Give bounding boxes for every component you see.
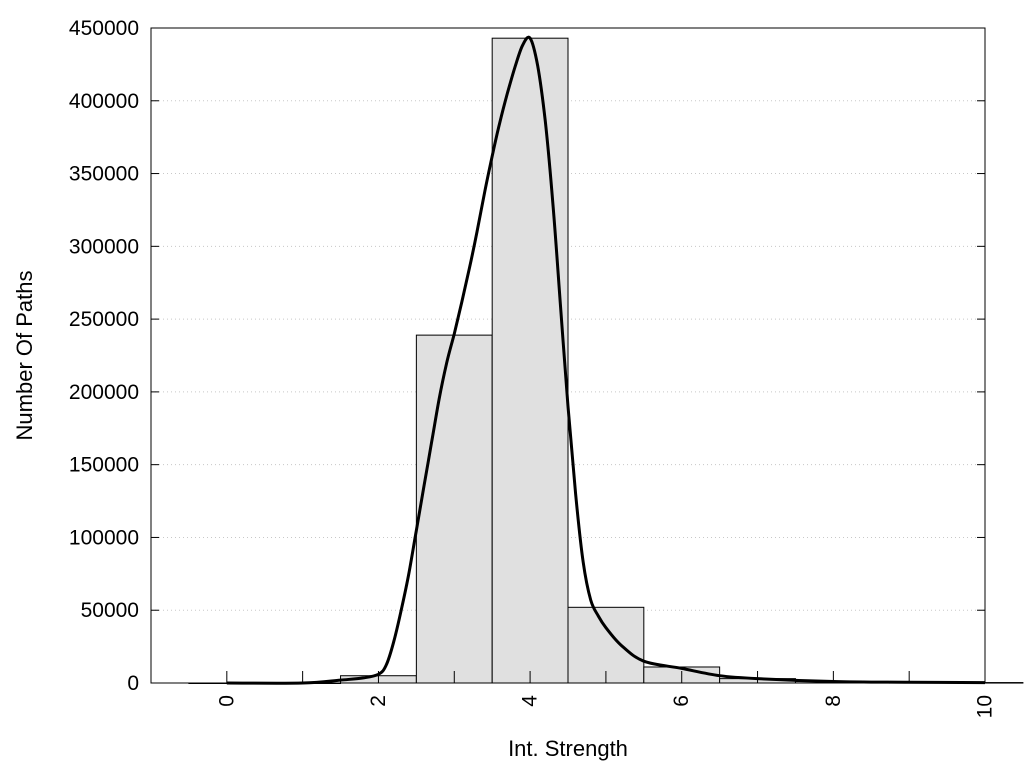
x-tick-label: 6 — [670, 695, 693, 707]
histogram-bars — [188, 37, 1024, 684]
y-tick-label: 200000 — [69, 381, 139, 404]
y-tick-label: 350000 — [69, 163, 139, 186]
y-tick-label: 100000 — [69, 526, 139, 549]
histogram-bar — [567, 606, 645, 684]
y-tick-label: 450000 — [69, 17, 139, 40]
x-axis-label: Int. Strength — [508, 736, 628, 761]
histogram-bar — [415, 334, 493, 684]
y-tick-label: 400000 — [69, 90, 139, 113]
x-tick-label: 0 — [215, 695, 238, 707]
plot-frame — [150, 27, 986, 684]
histogram-bar — [491, 37, 569, 684]
x-tick-label: 2 — [367, 695, 390, 707]
x-tick-label: 4 — [519, 695, 542, 707]
x-tick-label: 10 — [974, 695, 997, 718]
x-tick-label: 8 — [822, 695, 845, 707]
fit-curve — [226, 35, 986, 685]
y-tick-label: 250000 — [69, 308, 139, 331]
y-axis-label: Number Of Paths — [12, 271, 37, 441]
y-tick-label: 300000 — [69, 235, 139, 258]
y-tick-label: 50000 — [81, 599, 139, 622]
y-tick-label: 0 — [127, 672, 139, 695]
y-axis: 0 50000 100000 150000 200000 250000 300000 3500… — [69, 17, 985, 695]
y-tick-label: 150000 — [69, 454, 139, 477]
x-axis: 0 2 4 6 8 10 — [215, 671, 997, 718]
